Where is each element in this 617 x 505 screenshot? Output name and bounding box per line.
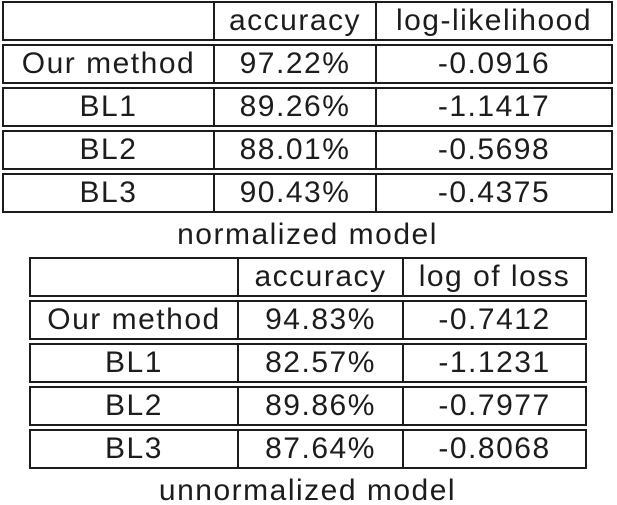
metric-value-cell: -1.1417 [375, 87, 613, 127]
header-cell-accuracy: accuracy [237, 257, 402, 297]
accuracy-value-cell: 82.57% [237, 343, 402, 383]
unnormalized-model-section: accuracy log of loss Our method 94.83% -0.… [0, 254, 617, 505]
row-label-cell: BL3 [29, 429, 237, 469]
accuracy-value-cell: 88.01% [213, 130, 375, 170]
accuracy-value-cell: 97.22% [213, 44, 375, 84]
row-label-cell: BL2 [2, 130, 213, 170]
accuracy-value-cell: 89.26% [213, 87, 375, 127]
table-row: Our method 94.83% -0.7412 [29, 300, 587, 340]
metric-value-cell: -1.1231 [402, 343, 587, 383]
header-cell-empty [2, 1, 213, 41]
header-cell-metric: log of loss [402, 257, 587, 297]
normalized-results-table: accuracy log-likelihood Our method 97.22%… [2, 0, 613, 216]
header-row: accuracy log of loss [29, 257, 587, 297]
row-label-cell: Our method [2, 44, 213, 84]
accuracy-value-cell: 94.83% [237, 300, 402, 340]
row-label-cell: BL2 [29, 386, 237, 426]
row-label-cell: BL1 [29, 343, 237, 383]
header-cell-metric: log-likelihood [375, 1, 613, 41]
accuracy-value-cell: 89.86% [237, 386, 402, 426]
table-row: Our method 97.22% -0.0916 [2, 44, 613, 84]
table-row: BL1 82.57% -1.1231 [29, 343, 587, 383]
metric-value-cell: -0.7977 [402, 386, 587, 426]
header-row: accuracy log-likelihood [2, 1, 613, 41]
accuracy-value-cell: 87.64% [237, 429, 402, 469]
unnormalized-results-table: accuracy log of loss Our method 94.83% -0.… [29, 254, 587, 472]
metric-value-cell: -0.8068 [402, 429, 587, 469]
table-caption-normalized: normalized model [177, 218, 438, 251]
normalized-model-section: accuracy log-likelihood Our method 97.22%… [0, 0, 617, 252]
row-label-cell: BL3 [2, 173, 213, 213]
row-label-cell: BL1 [2, 87, 213, 127]
header-cell-accuracy: accuracy [213, 1, 375, 41]
table-row: BL1 89.26% -1.1417 [2, 87, 613, 127]
table-row: BL3 87.64% -0.8068 [29, 429, 587, 469]
metric-value-cell: -0.4375 [375, 173, 613, 213]
table-row: BL3 90.43% -0.4375 [2, 173, 613, 213]
table-row: BL2 88.01% -0.5698 [2, 130, 613, 170]
metric-value-cell: -0.5698 [375, 130, 613, 170]
accuracy-value-cell: 90.43% [213, 173, 375, 213]
row-label-cell: Our method [29, 300, 237, 340]
table-row: BL2 89.86% -0.7977 [29, 386, 587, 426]
metric-value-cell: -0.7412 [402, 300, 587, 340]
header-cell-empty [29, 257, 237, 297]
metric-value-cell: -0.0916 [375, 44, 613, 84]
table-caption-unnormalized: unnormalized model [158, 474, 457, 505]
